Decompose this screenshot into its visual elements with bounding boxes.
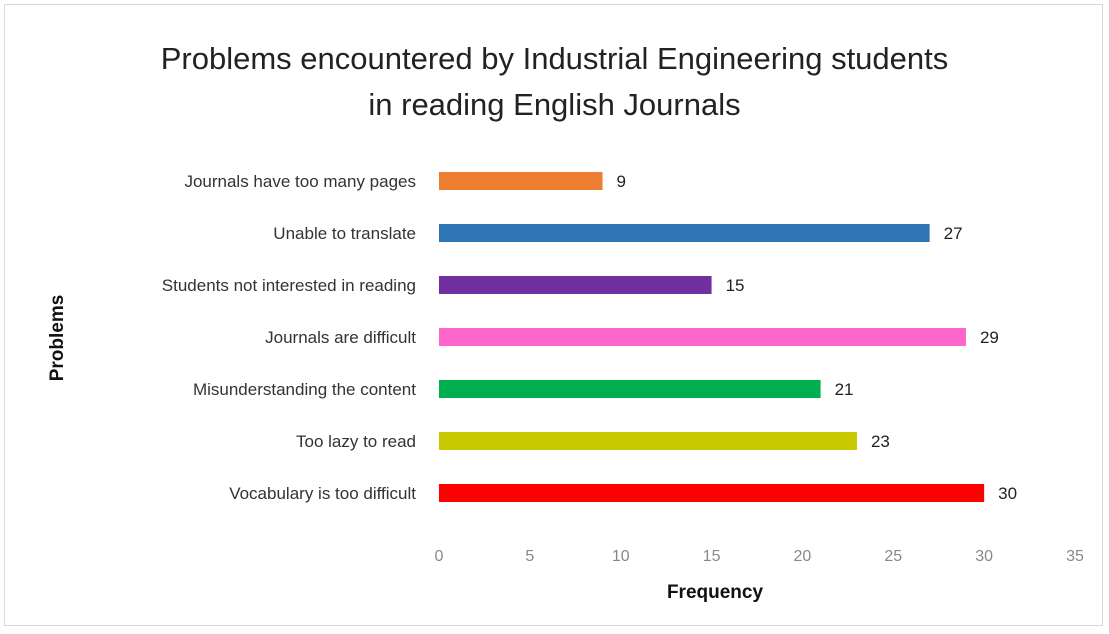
value-label-2: 15	[726, 276, 745, 295]
bar-1	[439, 224, 930, 242]
x-tick-label-0: 0	[435, 548, 444, 565]
value-label-1: 27	[944, 224, 963, 243]
y-axis-title: Problems	[47, 295, 68, 382]
value-label-0: 9	[617, 172, 626, 191]
category-label-4: Misunderstanding the content	[193, 380, 416, 399]
bar-2	[439, 276, 712, 294]
x-tick-label-7: 35	[1066, 548, 1084, 565]
category-label-2: Students not interested in reading	[162, 276, 416, 295]
bar-6	[439, 484, 985, 502]
chart-title: Problems encountered by Industrial Engin…	[0, 36, 1109, 128]
bar-3	[439, 328, 966, 346]
value-label-5: 23	[871, 432, 890, 451]
value-label-3: 29	[980, 328, 999, 347]
bar-5	[439, 432, 857, 450]
bar-4	[439, 380, 821, 398]
x-tick-label-1: 5	[525, 548, 534, 565]
x-tick-label-2: 10	[612, 548, 630, 565]
category-label-6: Vocabulary is too difficult	[229, 484, 416, 503]
category-label-1: Unable to translate	[273, 224, 416, 243]
x-tick-label-6: 30	[975, 548, 993, 565]
x-axis-title: Frequency	[667, 582, 764, 603]
chart-frame	[4, 4, 1103, 626]
category-label-5: Too lazy to read	[296, 432, 416, 451]
category-label-0: Journals have too many pages	[184, 172, 416, 191]
value-label-6: 30	[998, 484, 1017, 503]
x-tick-label-3: 15	[703, 548, 721, 565]
x-tick-label-5: 25	[884, 548, 902, 565]
bar-0	[439, 172, 603, 190]
value-label-4: 21	[835, 380, 854, 399]
x-tick-label-4: 20	[794, 548, 812, 565]
chart-title-line-1: Problems encountered by Industrial Engin…	[160, 41, 949, 76]
chart-title-line-2: in reading English Journals	[368, 87, 741, 122]
category-label-3: Journals are difficult	[265, 328, 416, 347]
